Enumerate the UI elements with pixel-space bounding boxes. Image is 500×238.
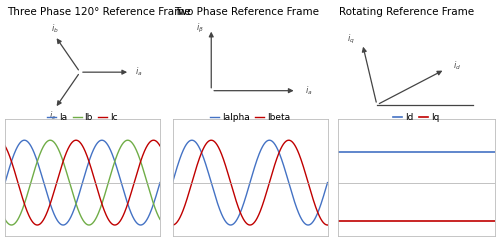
Iq: [488, 219, 494, 222]
Text: $i_a$: $i_a$: [305, 84, 312, 97]
Ialpha: [297, 215, 303, 218]
Iq: [464, 219, 469, 222]
Ialpha: [244, 190, 250, 193]
Ib: [154, 212, 160, 214]
Line: Ib: Ib: [5, 140, 160, 225]
Text: Two Phase Reference Frame: Two Phase Reference Frame: [174, 7, 319, 17]
Ialpha: [324, 181, 330, 184]
Ialpha: [228, 223, 234, 226]
Iq: [410, 219, 416, 222]
Ib: [77, 213, 83, 215]
Ialpha: [262, 141, 268, 144]
Iq: [420, 219, 426, 222]
Line: Ia: Ia: [5, 140, 160, 225]
Ia: [60, 223, 66, 226]
Text: $i_d$: $i_d$: [453, 60, 462, 72]
Ib: [94, 214, 100, 217]
Ibeta: [324, 223, 330, 226]
Ibeta: [297, 155, 303, 158]
Text: $i_\beta$: $i_\beta$: [196, 22, 203, 35]
Ia: [2, 181, 8, 184]
Id: [410, 151, 416, 154]
Ibeta: [262, 196, 268, 198]
Ia: [94, 141, 100, 144]
Ic: [154, 140, 160, 143]
Text: $i_c$: $i_c$: [49, 110, 56, 122]
Id: [428, 151, 434, 154]
Ib: [124, 139, 130, 142]
Text: $i_a$: $i_a$: [134, 66, 142, 78]
Ic: [157, 144, 163, 147]
Text: $i_b$: $i_b$: [51, 22, 59, 35]
Ic: [94, 188, 100, 191]
Ib: [8, 223, 14, 226]
Ibeta: [244, 222, 250, 225]
Ialpha: [170, 181, 175, 184]
Ia: [130, 215, 136, 218]
Ibeta: [321, 222, 327, 225]
Ialpha: [266, 139, 272, 142]
Ialpha: [322, 192, 328, 195]
Ialpha: [254, 159, 260, 162]
Iq: [410, 219, 416, 222]
Line: Ialpha: Ialpha: [172, 140, 328, 225]
Ic: [130, 187, 136, 190]
Ic: [150, 139, 156, 142]
Ia: [76, 193, 82, 196]
Legend: Ia, Ib, Ic: Ia, Ib, Ic: [44, 109, 121, 126]
Iq: [428, 219, 434, 222]
Id: [410, 151, 416, 154]
Id: [420, 151, 426, 154]
Ia: [154, 192, 160, 195]
Ia: [157, 181, 163, 184]
Ibeta: [170, 223, 175, 226]
Id: [464, 151, 469, 154]
Legend: Ialpha, Ibeta: Ialpha, Ibeta: [206, 109, 294, 126]
Ic: [77, 141, 83, 144]
Ialpha: [244, 193, 250, 196]
Id: [334, 151, 340, 154]
Ic: [76, 140, 82, 143]
Iq: [334, 219, 340, 222]
Ic: [34, 223, 40, 226]
Ia: [99, 139, 105, 142]
Ib: [2, 218, 8, 221]
Ibeta: [244, 223, 250, 225]
Ia: [86, 159, 92, 162]
Ib: [130, 142, 136, 145]
Line: Ic: Ic: [5, 140, 160, 225]
Ib: [86, 223, 92, 226]
Legend: Id, Iq: Id, Iq: [390, 109, 442, 126]
Line: Ibeta: Ibeta: [172, 140, 328, 225]
Id: [488, 151, 494, 154]
Ia: [77, 190, 83, 193]
Ib: [76, 210, 82, 213]
Text: Rotating Reference Frame: Rotating Reference Frame: [339, 7, 474, 17]
Ic: [86, 161, 92, 164]
Id: [492, 151, 498, 154]
Ib: [157, 218, 163, 221]
Ibeta: [254, 218, 260, 220]
Ic: [2, 144, 8, 147]
Text: Three Phase 120° Reference Frame: Three Phase 120° Reference Frame: [8, 7, 191, 17]
Ibeta: [208, 139, 214, 142]
Text: $i_q$: $i_q$: [347, 33, 355, 46]
Iq: [492, 219, 498, 222]
